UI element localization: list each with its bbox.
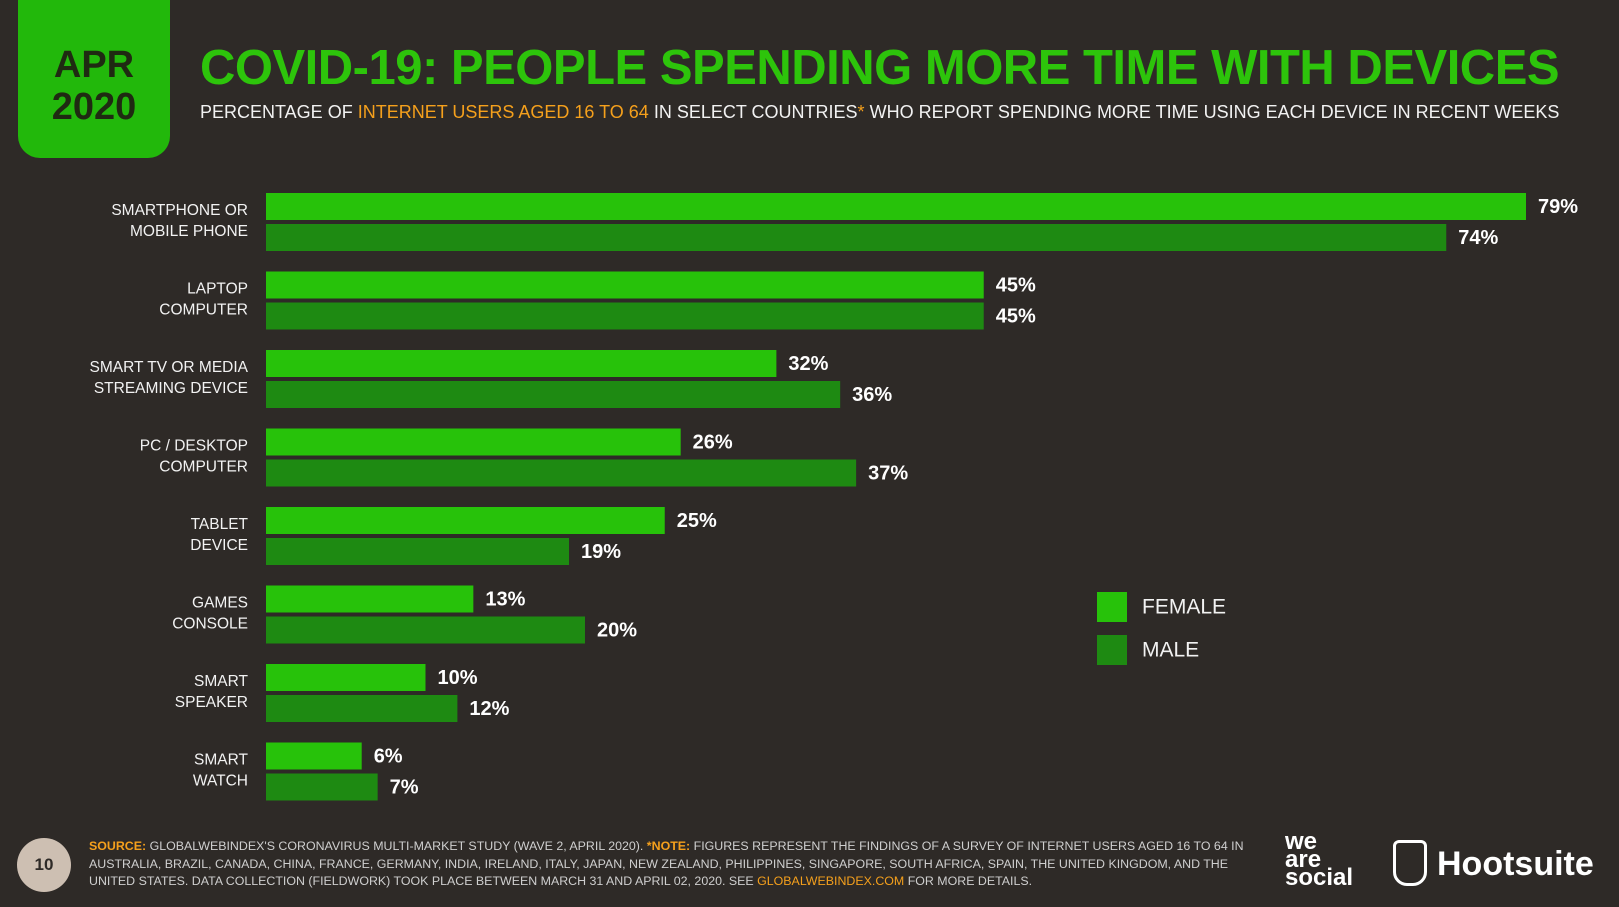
bar [266,773,378,801]
hootsuite-logo: Hootsuite [1437,845,1594,883]
category-label: PC / DESKTOP [140,438,248,455]
bar [266,381,841,408]
page-number: 10 [17,838,71,892]
value-label: 10% [437,667,477,689]
subtitle-asterisk: * [857,102,865,122]
bar [266,193,1526,220]
category-label: TABLET [191,516,249,533]
category-label: COMPUTER [159,459,248,476]
category-label: GAMES [192,595,248,612]
legend-swatch [1097,635,1127,665]
bar [266,695,458,722]
value-label: 45% [996,274,1036,296]
note-text: FIGURES REPRESENT THE FINDINGS OF A SURV… [89,839,1244,888]
category-label: SMART [194,752,249,769]
bar [266,538,570,565]
value-label: 12% [469,698,509,720]
bar [266,742,362,770]
bar [266,616,585,644]
value-label: 6% [374,745,403,767]
source-label: SOURCE: [89,839,147,853]
bar [266,271,984,299]
category-label: LAPTOP [187,281,248,298]
value-label: 25% [677,510,717,532]
value-label: 13% [485,588,525,610]
subtitle-text: WHO REPORT SPENDING MORE TIME USING EACH… [869,102,1560,122]
value-label: 20% [597,619,637,641]
bar [266,507,665,534]
bar [266,350,777,377]
value-label: 37% [868,462,908,484]
category-label: COMPUTER [159,302,248,319]
footer-note: SOURCE: GLOBALWEBINDEX'S CORONAVIRUS MUL… [89,838,1249,891]
subtitle-text: PERCENTAGE OF [200,102,353,122]
chart-title: COVID-19: PEOPLE SPENDING MORE TIME WITH… [200,41,1560,95]
category-label: SMART TV OR MEDIA [90,359,249,376]
category-label: SMARTPHONE OR [111,202,248,219]
logo-word: are [1285,846,1322,873]
chart: SMARTPHONE OR MOBILE PHONE 79% 74% LAPTOP COM… [90,193,1578,801]
subtitle-highlight: INTERNET USERS AGED 16 TO 64 [357,102,649,122]
value-label: 19% [581,541,621,563]
value-label: 7% [390,776,419,798]
owl-icon [1393,840,1427,886]
logo-word: we [1285,828,1318,855]
bar [266,585,474,613]
category-label: WATCH [193,773,248,790]
legend-label: FEMALE [1142,596,1226,619]
category-label: SPEAKER [175,694,248,711]
legend-swatch [1097,592,1127,622]
source-link: GLOBALWEBINDEX.COM [757,874,905,888]
bar [266,302,984,330]
bar [266,428,681,456]
subtitle-text: IN SELECT COUNTRIES [653,102,858,122]
value-label: 36% [852,384,892,406]
category-label: STREAMING DEVICE [94,380,248,397]
note-label: *NOTE: [646,839,691,853]
category-label: DEVICE [190,537,248,554]
value-label: 79% [1538,196,1578,218]
badge-month: APR [53,44,135,86]
bar [266,224,1447,251]
badge-year: 2020 [51,86,137,128]
we-are-social-logo: we are social [1285,828,1354,891]
bar [266,459,857,487]
bar [266,664,426,691]
value-label: 74% [1458,227,1498,249]
category-label: SMART [194,673,249,690]
legend-label: MALE [1142,639,1199,662]
source-text: GLOBALWEBINDEX'S CORONAVIRUS MULTI-MARKE… [149,839,644,853]
value-label: 26% [693,431,733,453]
link-suffix: FOR MORE DETAILS. [907,874,1033,888]
date-badge: APR 2020 [18,0,170,158]
value-label: 45% [996,305,1036,327]
chart-subtitle: PERCENTAGE OF INTERNET USERS AGED 16 TO … [200,102,1559,123]
logo-word: social [1285,864,1354,891]
category-label: MOBILE PHONE [130,223,248,240]
category-label: CONSOLE [172,616,248,633]
value-label: 32% [788,353,828,375]
